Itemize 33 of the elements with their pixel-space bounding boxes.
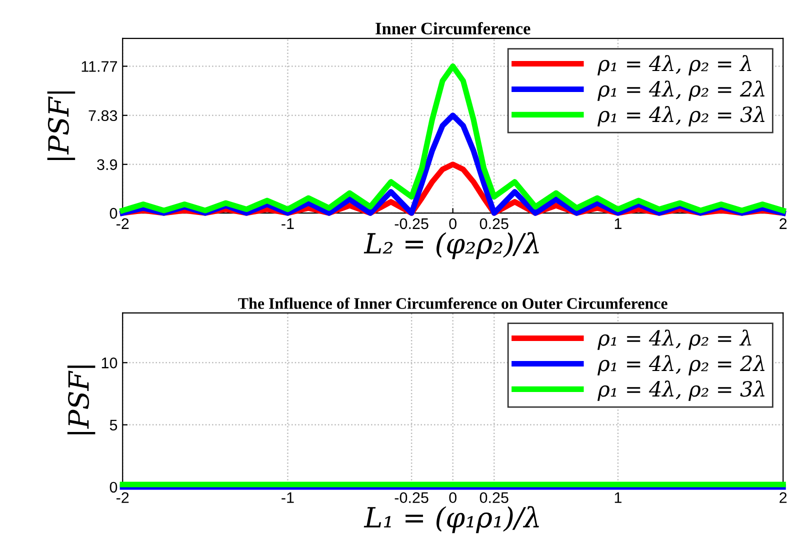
x-tick-label: 0.25 [480,218,508,230]
x-tick-label: -1 [282,218,294,229]
x-axis-title: L₂ = (φ₂ρ₂)/λ [364,232,539,260]
chart-title: The Influence of Inner Circumference on Outer Circumference [238,298,668,309]
x-tick-label: 2 [780,218,787,229]
chart-title: Inner Circumference [376,22,530,34]
y-tick-label: 3.9 [97,159,118,170]
legend-label: ρ₁ = 4λ, ρ₂ = 2λ [597,355,765,376]
x-tick-label: -0.25 [394,218,428,230]
x-tick-label: 0 [449,492,456,504]
y-tick-label: 0 [110,208,118,219]
y-tick-label: 5 [110,420,118,430]
legend-label: ρ₁ = 4λ, ρ₂ = 2λ [597,80,765,101]
x-tick-label: 0.25 [480,492,508,504]
x-axis-title: L₁ = (φ₁ρ₁)/λ [364,506,539,534]
legend-label: ρ₁ = 4λ, ρ₂ = λ [597,330,752,350]
x-tick-label: -1 [282,492,294,503]
x-tick-label: 0 [449,218,456,230]
y-tick-label: 10 [102,358,118,368]
x-tick-label: -2 [116,492,129,503]
y-tick-label: 0 [110,482,118,493]
legend-label: ρ₁ = 4λ, ρ₂ = λ [597,55,752,76]
legend-label: ρ₁ = 4λ, ρ₂ = 3λ [597,380,765,401]
legend-label: ρ₁ = 4λ, ρ₂ = 3λ [597,106,765,126]
y-axis-title: |PSF| [67,366,96,434]
y-tick-label: 11.77 [82,61,117,72]
y-axis-title: |PSF| [47,91,76,160]
x-tick-label: 1 [614,492,622,503]
x-tick-label: 1 [614,218,622,229]
x-tick-label: 2 [780,492,787,503]
y-tick-label: 7.83 [88,110,118,122]
x-tick-label: -2 [116,218,129,229]
x-tick-label: -0.25 [394,492,428,504]
